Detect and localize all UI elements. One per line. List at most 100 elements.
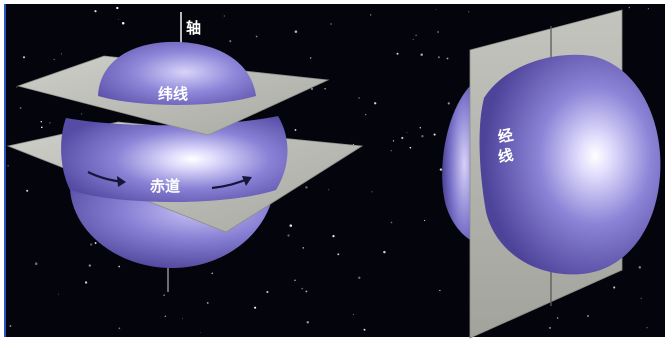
star — [358, 97, 360, 99]
right-globe-back-half — [442, 86, 474, 242]
star — [116, 6, 119, 10]
star — [358, 276, 361, 279]
star — [628, 6, 630, 9]
star — [337, 253, 340, 256]
star — [415, 34, 417, 36]
star — [421, 135, 424, 138]
star — [302, 247, 304, 249]
star — [447, 102, 450, 105]
star — [49, 122, 51, 124]
star — [383, 250, 386, 254]
star — [328, 189, 330, 191]
star — [223, 15, 225, 17]
star — [332, 234, 335, 238]
star — [94, 242, 97, 244]
star — [200, 332, 202, 333]
star — [435, 9, 437, 10]
star — [90, 243, 93, 246]
star — [254, 306, 257, 309]
star — [638, 266, 642, 269]
star — [40, 126, 43, 129]
star — [587, 315, 589, 317]
star — [211, 272, 214, 275]
left-globe-top-cap — [98, 41, 256, 105]
star — [646, 327, 648, 329]
star — [34, 262, 38, 265]
star — [287, 234, 290, 237]
star — [468, 11, 470, 13]
star — [118, 327, 121, 330]
star — [305, 186, 308, 189]
star — [81, 113, 83, 115]
star — [53, 59, 55, 61]
star — [301, 287, 304, 290]
star — [309, 57, 312, 59]
star — [22, 56, 26, 59]
star — [294, 129, 297, 131]
star — [556, 317, 559, 319]
star — [392, 140, 395, 142]
star — [19, 107, 22, 109]
star — [640, 297, 642, 299]
latitude-label: 纬线 — [158, 85, 188, 103]
star — [409, 146, 412, 149]
star — [401, 136, 404, 140]
star — [370, 14, 372, 16]
star — [437, 56, 440, 59]
star — [424, 219, 426, 222]
star — [26, 189, 29, 192]
star — [255, 35, 258, 38]
equator-label: 赤道 — [150, 177, 180, 195]
star — [289, 224, 293, 227]
star — [420, 53, 423, 56]
star — [229, 40, 232, 43]
star — [419, 127, 421, 129]
star — [163, 294, 165, 297]
star — [94, 10, 97, 13]
star — [58, 293, 59, 295]
star — [439, 289, 441, 292]
star — [352, 143, 354, 145]
star — [310, 87, 314, 90]
star — [647, 8, 649, 10]
star — [390, 221, 393, 224]
star — [406, 131, 408, 133]
star — [84, 281, 88, 284]
star — [117, 18, 119, 20]
star — [613, 286, 616, 289]
star — [164, 315, 166, 317]
star — [40, 120, 43, 123]
star — [365, 114, 367, 116]
axis-label: 轴 — [186, 19, 201, 37]
star — [412, 38, 414, 40]
star — [88, 264, 92, 267]
star — [121, 22, 125, 25]
star — [305, 290, 308, 293]
star — [306, 321, 309, 324]
longitude-label-bottom: 线 — [496, 146, 514, 167]
star — [266, 290, 269, 294]
star — [60, 53, 62, 55]
star — [371, 191, 373, 193]
star — [437, 31, 439, 33]
star — [548, 326, 552, 329]
star — [433, 133, 436, 136]
star — [446, 57, 449, 60]
star — [363, 328, 366, 331]
star — [324, 87, 326, 90]
star — [16, 86, 18, 88]
star — [118, 265, 121, 268]
star — [390, 150, 392, 152]
star — [396, 52, 399, 55]
star — [439, 168, 443, 171]
star — [294, 279, 296, 282]
right-globe-front-half — [479, 54, 661, 275]
star — [9, 325, 12, 327]
star — [374, 102, 377, 105]
curved-arrow-right-icon — [117, 176, 126, 187]
curved-arrow-right-icon — [242, 176, 252, 186]
star — [7, 164, 9, 167]
star — [206, 301, 209, 304]
